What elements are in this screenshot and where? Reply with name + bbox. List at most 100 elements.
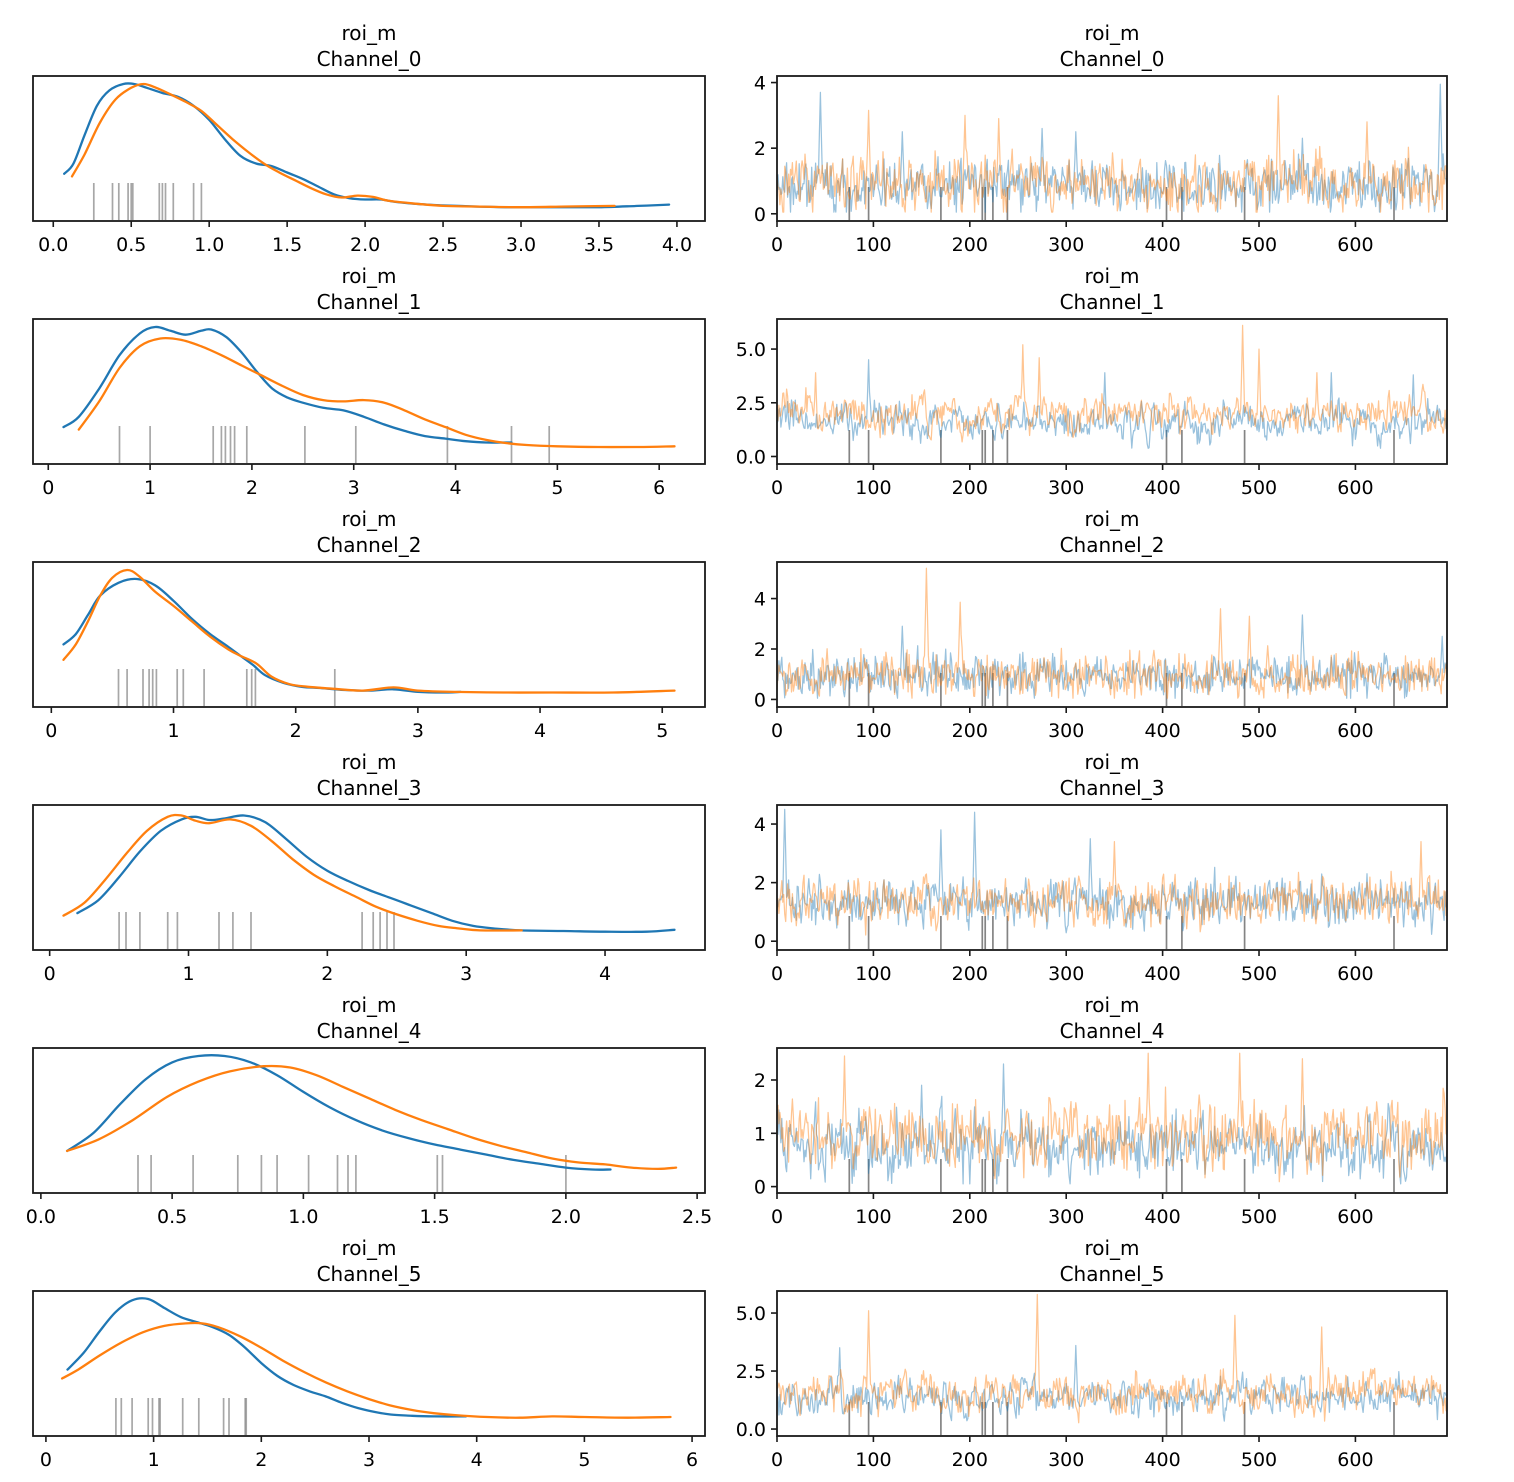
x-tick-label: 1 [167,720,179,742]
axes-frame [32,1290,706,1437]
kde-curve-blue [62,325,513,444]
x-tick-label: 300 [1048,234,1084,256]
trace-line-blue [776,1063,1448,1185]
x-tick-label: 300 [1048,1449,1084,1471]
x-tick-label: 400 [1144,477,1180,499]
x-tick-label: 500 [1241,720,1277,742]
axes-frame [32,1047,706,1194]
y-tick-label: 4 [754,814,766,836]
x-tick-label: 100 [855,1206,891,1228]
x-tick-label: 600 [1337,963,1373,985]
y-tick-label: 2 [754,639,766,661]
x-tick-label: 5 [656,720,668,742]
x-tick-label: 0 [771,720,783,742]
kde-curve-orange [70,82,616,209]
panel-title-line2: Channel_4 [1060,1019,1165,1043]
y-tick-label: 0 [754,931,766,953]
x-tick-label: 4.0 [662,234,692,256]
x-tick-label: 1.0 [288,1206,318,1228]
x-tick-label: 3 [363,1449,375,1471]
panel-title-line1: roi_m [341,993,396,1017]
x-tick-label: 0 [771,963,783,985]
y-tick-label: 0.0 [736,1419,766,1441]
x-tick-label: 1.5 [420,1206,450,1228]
y-tick-label: 2 [754,1070,766,1092]
kde-curve-blue [65,1054,612,1171]
x-tick-label: 0.5 [116,234,146,256]
axes-frame [776,561,1448,708]
trace-line-orange [776,1052,1448,1183]
x-tick-label: 100 [855,963,891,985]
trace-line-blue [776,614,1448,699]
x-tick-label: 3.0 [506,234,536,256]
x-tick-label: 300 [1048,1206,1084,1228]
x-tick-label: 1.0 [194,234,224,256]
panel-title-line2: Channel_0 [317,47,422,71]
x-tick-label: 0 [771,234,783,256]
x-tick-label: 500 [1241,234,1277,256]
axes-frame [776,804,1448,951]
panel-title-line1: roi_m [1084,507,1139,531]
axes-frame [32,318,706,465]
x-tick-label: 600 [1337,477,1373,499]
panel-title-line2: Channel_3 [317,776,422,800]
x-tick-label: 200 [952,1449,988,1471]
panel-title-line1: roi_m [341,264,396,288]
y-tick-label: 0 [754,689,766,711]
kde-curve-orange [60,1321,672,1419]
x-tick-label: 600 [1337,720,1373,742]
x-tick-label: 0.0 [26,1206,56,1228]
axes-frame [776,1290,1448,1437]
x-tick-label: 200 [952,1206,988,1228]
panel-title-line1: roi_m [341,750,396,774]
panel-title-line2: Channel_1 [1060,290,1165,314]
panel-title-line2: Channel_5 [317,1262,422,1286]
y-tick-label: 5.0 [736,1303,766,1325]
x-tick-label: 6 [686,1449,698,1471]
panel-title-line2: Channel_3 [1060,776,1165,800]
x-tick-label: 100 [855,477,891,499]
x-tick-label: 100 [855,234,891,256]
x-tick-label: 2.0 [551,1206,581,1228]
x-tick-label: 3.5 [584,234,614,256]
x-tick-label: 400 [1144,234,1180,256]
panel-title-line1: roi_m [1084,21,1139,45]
x-tick-label: 0 [40,1449,52,1471]
trace-line-blue [776,359,1448,449]
axes-frame [32,804,706,951]
kde-curve-orange [65,1064,678,1171]
panel-title-line2: Channel_1 [317,290,422,314]
x-tick-label: 0 [771,1206,783,1228]
kde-curve-blue [62,577,462,694]
trace-line-orange [776,1293,1448,1424]
axes-frame [776,318,1448,465]
panel-title-line2: Channel_2 [317,533,422,557]
x-tick-label: 300 [1048,477,1084,499]
x-tick-label: 0 [45,720,57,742]
panel-title-line2: Channel_5 [1060,1262,1165,1286]
x-tick-label: 2 [321,963,333,985]
trace-line-blue [776,83,1448,213]
x-tick-label: 200 [952,720,988,742]
x-tick-label: 0.0 [38,234,68,256]
trace-line-orange [776,567,1448,699]
x-tick-label: 300 [1048,963,1084,985]
